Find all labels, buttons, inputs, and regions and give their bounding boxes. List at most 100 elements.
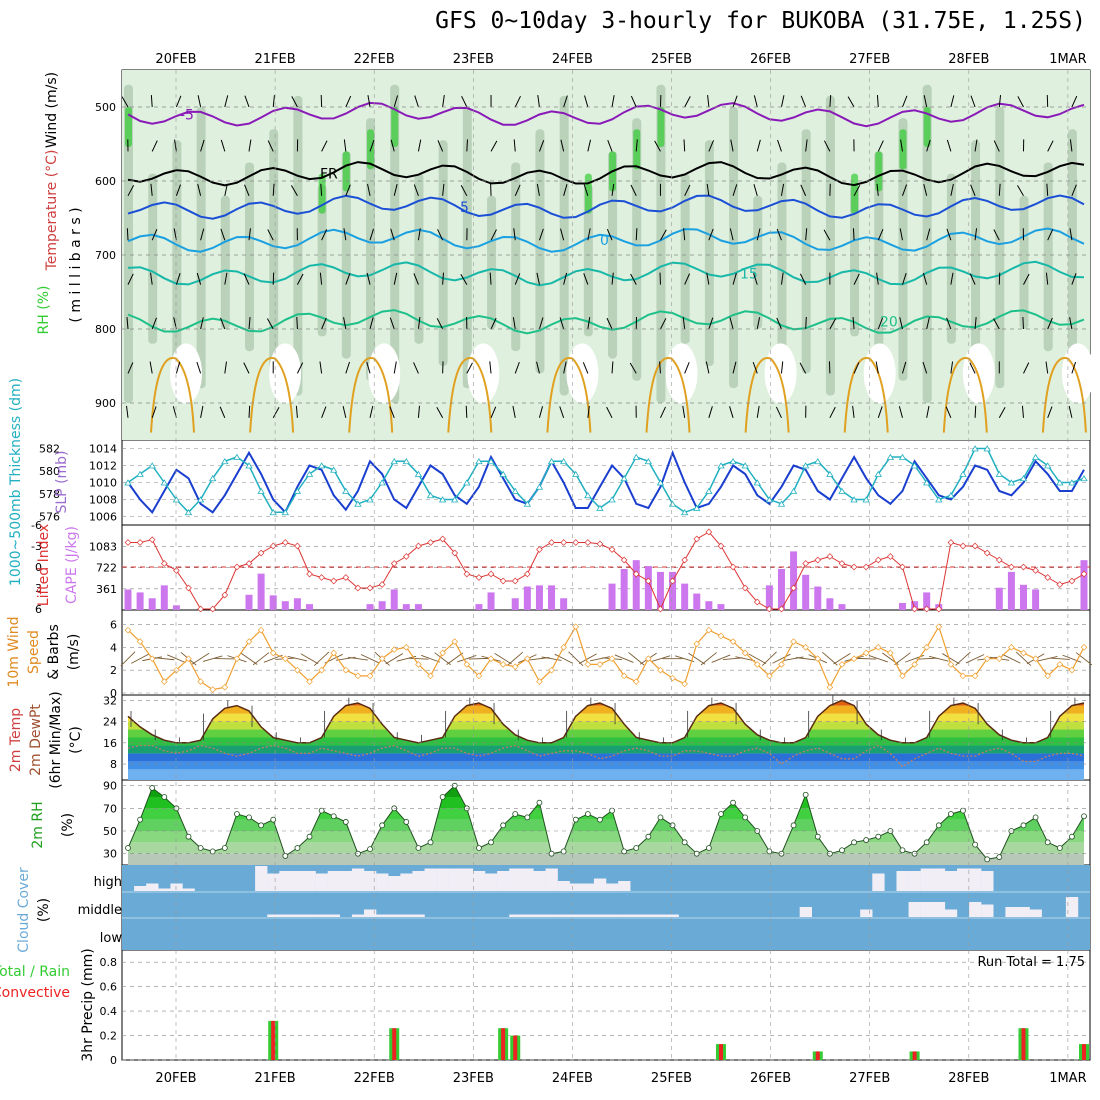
wind-barb: [606, 406, 613, 419]
rh-point: [705, 845, 712, 851]
thickness-point: [935, 496, 943, 503]
wind-barb: [1069, 317, 1073, 330]
wind-barb: [753, 184, 758, 196]
wind-barb: [414, 95, 419, 108]
wind-barb: [389, 317, 395, 330]
rh-column: [487, 195, 497, 329]
rh-column: [753, 195, 763, 329]
li-point: [124, 539, 132, 546]
rh-point: [185, 833, 192, 840]
wind-barb: [974, 228, 978, 241]
wind-barb: [1071, 184, 1077, 196]
wind-barb: [537, 95, 540, 108]
precip-panel: 0 0.2 0.4 0.6 0.8 Run Total = 1.75: [100, 955, 1090, 1067]
li-point: [173, 567, 180, 574]
wind-barb: [224, 95, 229, 108]
li-point: [1008, 563, 1015, 571]
wind-barb: [683, 139, 686, 152]
wind-barb: [559, 317, 565, 330]
wind-speed-point: [378, 655, 386, 663]
rh-point: [282, 853, 289, 859]
cape-bar: [620, 568, 628, 610]
isotherm-label: 0: [600, 233, 609, 249]
rh-column: [1043, 162, 1053, 352]
temp-color-bands: [128, 700, 1084, 780]
wind-barb: [587, 317, 591, 330]
wind-speed-point: [874, 643, 882, 651]
wind-barb: [950, 361, 954, 374]
date-label-top: 1MAR: [1049, 52, 1086, 67]
wind-barb: [875, 361, 879, 374]
rh-point: [572, 816, 579, 823]
wind-speed-point: [439, 649, 446, 657]
wind-barb: [389, 406, 395, 418]
precip-convective-bar: [513, 1035, 518, 1060]
cloud-high-bar: [981, 871, 994, 891]
wind-barb: [1023, 362, 1030, 374]
rh-point: [258, 822, 265, 829]
li-point: [887, 553, 894, 560]
wind-barb: [220, 317, 226, 330]
pressure-tick: 900: [95, 397, 116, 410]
li-point: [874, 556, 882, 564]
wind-tick: 0: [110, 687, 117, 700]
wind-barb-10m: [507, 651, 524, 666]
cloud-middle-bar: [1029, 909, 1042, 917]
wind-barb: [1047, 140, 1054, 152]
rh-point: [294, 845, 301, 851]
legend-total-rain: Total / Rain: [0, 964, 70, 980]
wind-barb: [877, 140, 884, 152]
thickness-point: [511, 487, 519, 494]
temp-tick: 24: [103, 716, 117, 729]
cloud-high-bar: [545, 868, 558, 891]
temp-band: [128, 705, 1084, 714]
wind-barb: [1047, 406, 1053, 418]
thickness-point: [148, 462, 156, 469]
li-point: [814, 556, 822, 564]
wind-barb: [708, 140, 715, 152]
wind-barb: [345, 361, 351, 374]
wind-barb: [780, 183, 785, 196]
wind-barb: [775, 406, 782, 419]
thickness-point: [632, 453, 640, 460]
cape-bar: [172, 605, 180, 610]
wind-barb: [877, 228, 884, 241]
isotherm: [127, 194, 1085, 220]
wind-barb: [417, 228, 421, 241]
wind-barb: [243, 362, 250, 374]
rh-point: [621, 848, 628, 855]
wind-barb-10m: [955, 651, 971, 666]
wind-barb: [659, 361, 661, 374]
cloud-middle-bar: [267, 914, 280, 917]
wind-barb-10m: [360, 654, 380, 664]
li-point: [1068, 577, 1076, 585]
date-label-top: 25FEB: [651, 52, 692, 67]
date-label-bottom: 28FEB: [948, 1071, 989, 1086]
li-point: [390, 560, 398, 567]
wind-barb-10m: [650, 655, 671, 663]
wind-speed-point: [632, 678, 640, 685]
date-label-bottom: 20FEB: [155, 1071, 196, 1086]
wind-barb: [149, 361, 153, 374]
wind-barb: [343, 317, 347, 330]
wind-barb-10m: [772, 653, 791, 664]
li-tick: -3: [31, 540, 42, 553]
li-point: [584, 539, 592, 546]
cloud-high-bar: [376, 873, 389, 891]
wind-barb: [706, 183, 710, 196]
thickness-point: [390, 457, 398, 465]
thickness-point: [414, 470, 423, 477]
wind-barb: [538, 140, 545, 152]
wind-barb: [902, 95, 908, 108]
wind-barb-10m: [795, 657, 816, 661]
wind-barb: [1017, 96, 1024, 108]
wind-barb: [823, 229, 831, 241]
wind-barb: [196, 272, 202, 285]
cape-bar: [548, 585, 556, 610]
cloud-high-bar: [436, 868, 449, 891]
temp-band: [128, 737, 1084, 746]
wind-barb: [1017, 185, 1024, 197]
li-point: [850, 563, 858, 571]
thickness-point: [559, 457, 568, 465]
cloud-middle-bar: [860, 909, 873, 917]
